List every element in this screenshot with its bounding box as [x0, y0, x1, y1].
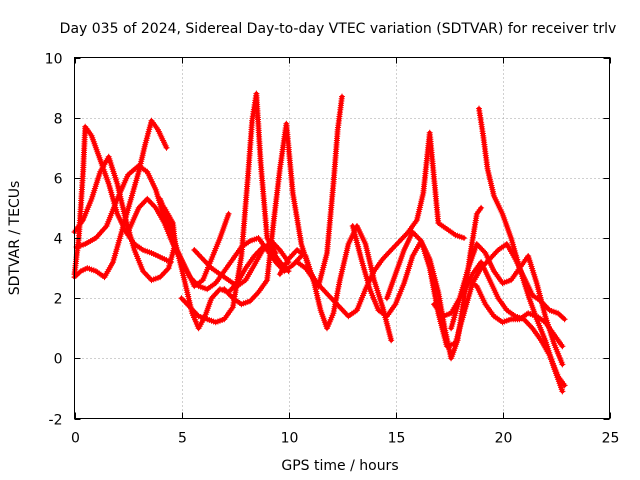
- chart-title: Day 035 of 2024, Sidereal Day-to-day VTE…: [60, 21, 617, 37]
- series-sat-track-7: [178, 90, 279, 326]
- y-tick-label: 6: [54, 172, 63, 188]
- series-markers: [448, 241, 566, 368]
- series-sat-track-15: [448, 241, 566, 368]
- series-sat-track-10: [294, 129, 467, 320]
- plot-area: [71, 90, 568, 395]
- x-tick-label: 20: [495, 431, 513, 447]
- y-tick-label: 8: [54, 112, 63, 128]
- series-sat-track-8: [221, 93, 345, 308]
- y-tick-label: -2: [49, 413, 63, 429]
- y-axis-label: SDTVAR / TECUs: [7, 181, 23, 296]
- x-tick-label: 10: [281, 431, 299, 447]
- x-tick-label: 25: [602, 431, 620, 447]
- series-markers: [383, 229, 568, 350]
- series-markers: [191, 238, 292, 290]
- series-sat-track-17: [191, 238, 292, 290]
- series-markers: [294, 129, 467, 320]
- series-markers: [476, 105, 566, 395]
- series-sat-track-16: [461, 259, 568, 389]
- y-tick-label: 0: [54, 352, 63, 368]
- series-sat-track-12: [383, 229, 568, 350]
- series-layer: [71, 90, 568, 395]
- series-sat-track-5: [125, 195, 305, 293]
- series-markers: [349, 204, 485, 362]
- y-tick-label: 2: [54, 292, 63, 308]
- x-axis-label: GPS time / hours: [281, 458, 398, 474]
- x-tick-label: 15: [388, 431, 406, 447]
- series-markers: [276, 223, 395, 344]
- y-tick-label: 10: [45, 52, 63, 68]
- x-tick-labels: 0 5 10 15 20 25: [71, 431, 619, 447]
- tick-marks: [74, 57, 611, 420]
- y-tick-label: 4: [54, 232, 63, 248]
- series-sat-track-13: [476, 105, 566, 395]
- x-tick-label: 0: [71, 431, 80, 447]
- y-tick-labels: -2 0 2 4 6 8 10: [45, 52, 63, 429]
- grid-lines: [74, 57, 610, 419]
- series-markers: [461, 259, 568, 389]
- x-tick-label: 5: [178, 431, 187, 447]
- series-sat-track-9: [276, 223, 395, 344]
- series-markers: [178, 90, 279, 326]
